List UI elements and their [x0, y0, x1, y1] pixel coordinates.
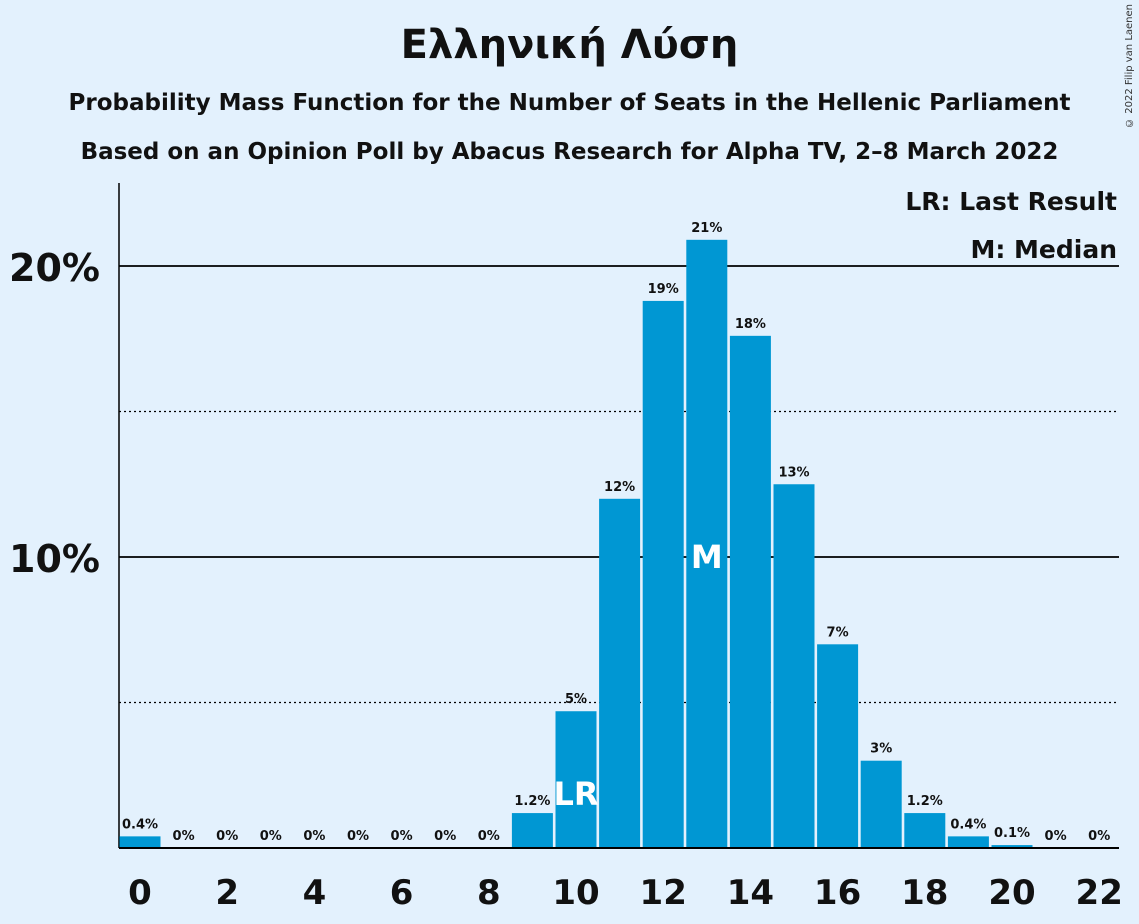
- x-tick-label: 20: [988, 873, 1035, 913]
- data-label: 12%: [604, 480, 635, 495]
- bar-15: [773, 484, 815, 848]
- y-tick-label: 10%: [9, 537, 100, 581]
- bar-17: [860, 760, 902, 848]
- data-label: 0%: [1045, 829, 1067, 844]
- x-tick-label: 4: [303, 873, 327, 913]
- bar-9: [511, 813, 553, 848]
- x-tick-label: 14: [727, 873, 774, 913]
- data-label: 1.2%: [907, 794, 943, 809]
- bar-18: [904, 813, 946, 848]
- x-tick-label: 6: [390, 873, 414, 913]
- bar-14: [729, 335, 771, 849]
- y-tick-label: 20%: [9, 246, 100, 290]
- data-label: 0%: [347, 829, 369, 844]
- x-tick-label: 8: [477, 873, 501, 913]
- x-tick-label: 12: [640, 873, 687, 913]
- bar-0: [119, 836, 161, 848]
- marker-m: M: [691, 538, 723, 576]
- x-tick-label: 10: [552, 873, 599, 913]
- bar-11: [599, 498, 641, 848]
- legend-entry: LR: Last Result: [905, 187, 1117, 216]
- bar-20: [991, 845, 1033, 848]
- data-label: 21%: [691, 221, 722, 236]
- chart-subtitle-2: Based on an Opinion Poll by Abacus Resea…: [80, 139, 1059, 165]
- data-label: 5%: [565, 692, 587, 707]
- bar-13: [686, 239, 728, 848]
- data-label: 0%: [1088, 829, 1110, 844]
- data-label: 18%: [735, 317, 766, 332]
- data-label: 0%: [216, 829, 238, 844]
- x-tick-label: 16: [814, 873, 861, 913]
- data-label: 13%: [778, 465, 809, 480]
- legend-entry: M: Median: [970, 235, 1117, 264]
- bar-19: [947, 836, 989, 848]
- data-label: 0%: [303, 829, 325, 844]
- bar-16: [817, 644, 859, 848]
- x-tick-label: 22: [1076, 873, 1123, 913]
- chart-subtitle-1: Probability Mass Function for the Number…: [68, 90, 1071, 116]
- bar-12: [642, 300, 684, 848]
- data-label: 3%: [870, 742, 892, 757]
- chart-title: Ελληνική Λύση: [400, 22, 739, 68]
- data-label: 0.1%: [994, 826, 1030, 841]
- legend-background: [966, 233, 1119, 264]
- data-label: 1.2%: [514, 794, 550, 809]
- data-label: 0%: [391, 829, 413, 844]
- x-tick-label: 0: [128, 873, 152, 913]
- data-label: 0%: [434, 829, 456, 844]
- marker-lr: LR: [553, 775, 598, 813]
- data-label: 7%: [827, 625, 849, 640]
- data-label: 0.4%: [122, 817, 158, 832]
- data-label: 0%: [260, 829, 282, 844]
- legend-background: [901, 185, 1120, 216]
- bar-10: [555, 711, 597, 848]
- x-tick-label: 18: [901, 873, 948, 913]
- data-label: 0%: [173, 829, 195, 844]
- data-label: 0.4%: [950, 817, 986, 832]
- data-label: 19%: [648, 282, 679, 297]
- data-label: 0%: [478, 829, 500, 844]
- x-tick-label: 2: [215, 873, 239, 913]
